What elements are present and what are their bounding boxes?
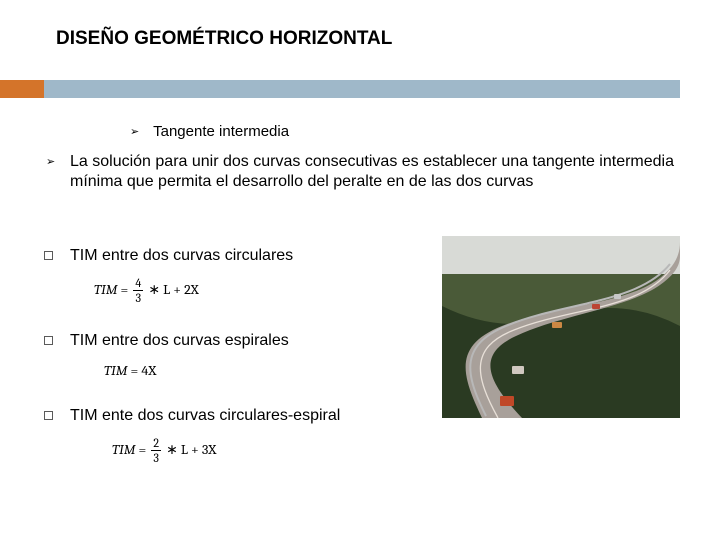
list-item: TIM entre dos curvas circulares bbox=[70, 247, 293, 265]
subheading-text: Tangente intermedia bbox=[153, 123, 289, 140]
square-bullet-icon bbox=[44, 251, 53, 260]
formula-1: TIM = 4 3 ∗ L + 2X bbox=[94, 277, 199, 304]
accent-blue bbox=[44, 80, 680, 98]
accent-bar bbox=[0, 80, 720, 98]
formula-lhs: TIM bbox=[94, 281, 117, 298]
list-item: TIM ente dos curvas circulares-espiral bbox=[70, 407, 340, 425]
fraction: 4 3 bbox=[133, 277, 143, 304]
square-bullet-icon bbox=[44, 411, 53, 420]
accent-orange bbox=[0, 80, 44, 98]
square-bullet-icon bbox=[44, 336, 53, 345]
formula-tail: ∗ L + 3X bbox=[166, 441, 216, 458]
list-item-label: TIM entre dos curvas espirales bbox=[70, 332, 289, 349]
list-item-label: TIM entre dos curvas circulares bbox=[70, 247, 293, 264]
arrow-bullet-icon: ➢ bbox=[46, 156, 55, 170]
fraction: 2 3 bbox=[151, 437, 161, 464]
formula-lhs: TIM bbox=[104, 362, 127, 379]
subheading-row: ➢ Tangente intermedia bbox=[130, 123, 289, 140]
arrow-bullet-icon: ➢ bbox=[130, 126, 139, 138]
fraction-denominator: 3 bbox=[133, 290, 143, 304]
list-item-label: TIM ente dos curvas circulares-espiral bbox=[70, 407, 340, 424]
fraction-numerator: 4 bbox=[133, 277, 143, 290]
formula-tail: ∗ L + 2X bbox=[148, 281, 198, 298]
fraction-denominator: 3 bbox=[151, 450, 161, 464]
formula-3: TIM = 2 3 ∗ L + 3X bbox=[112, 437, 216, 464]
highway-image bbox=[442, 236, 680, 418]
page-title: DISEÑO GEOMÉTRICO HORIZONTAL bbox=[56, 28, 392, 50]
fraction-numerator: 2 bbox=[151, 437, 161, 450]
formula-lhs: TIM bbox=[112, 441, 135, 458]
formula-2: TIM = 4X bbox=[104, 362, 156, 379]
formula-rhs: = 4X bbox=[130, 362, 156, 379]
list-item: TIM entre dos curvas espirales bbox=[70, 332, 289, 350]
paragraph-text: La solución para unir dos curvas consecu… bbox=[70, 153, 674, 190]
main-paragraph: ➢ La solución para unir dos curvas conse… bbox=[70, 152, 674, 192]
